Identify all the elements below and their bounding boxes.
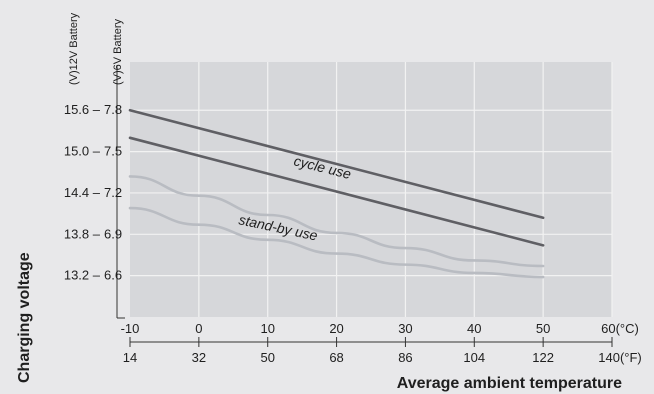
series-line-1 xyxy=(128,108,545,220)
y-axis-12v-label: (V)12V Battery xyxy=(68,12,80,85)
y-tick-label-6v: 7.8 xyxy=(104,102,122,117)
y-tick-label-12v: 13.8 – xyxy=(64,226,101,241)
y-tick-label-12v: 15.0 – xyxy=(64,144,101,159)
x-tick-label-celsius: 30 xyxy=(398,321,412,336)
x-tick-label-fahrenheit: 104 xyxy=(463,350,485,365)
y-axis-label: Charging voltage xyxy=(16,252,33,383)
x-tick-label-fahrenheit: 32 xyxy=(192,350,206,365)
y-tick-label-6v: 7.5 xyxy=(104,144,122,159)
series-line-3 xyxy=(128,175,545,268)
x-tick-label-fahrenheit: 122 xyxy=(532,350,554,365)
y-tick-label-12v: 14.4 – xyxy=(64,185,101,200)
y-tick-label-12v: 15.6 – xyxy=(64,102,101,117)
x-axis-label: Average ambient temperature xyxy=(397,375,622,392)
x-tick-label-fahrenheit: 14 xyxy=(123,350,137,365)
x-tick-label-celsius: -10 xyxy=(121,321,140,336)
x-tick-label-fahrenheit: 140(°F) xyxy=(598,350,642,365)
y-tick-label-12v: 13.2 – xyxy=(64,268,101,283)
x-tick-label-celsius: 50 xyxy=(536,321,550,336)
x-tick-label-fahrenheit: 68 xyxy=(329,350,343,365)
x-tick-label-celsius: 40 xyxy=(467,321,481,336)
grid-lines xyxy=(130,62,613,317)
x-tick-label-fahrenheit: 50 xyxy=(260,350,274,365)
x-tick-label-celsius: 10 xyxy=(260,321,274,336)
y-axis-6v-label: (V)6V Battery xyxy=(112,18,124,85)
y-tick-label-6v: 6.9 xyxy=(104,226,122,241)
series-line-2 xyxy=(128,136,545,247)
x-tick-label-celsius: 20 xyxy=(329,321,343,336)
series-line-4 xyxy=(128,206,545,279)
y-tick-label-6v: 7.2 xyxy=(104,185,122,200)
y-tick-label-6v: 6.6 xyxy=(104,268,122,283)
x-tick-label-celsius: 60(°C) xyxy=(601,321,639,336)
series-group xyxy=(128,108,545,279)
axes: 15.6 –7.8 15.0 –7.5 14.4 –7.2 13.8 –6.9 13.2… xyxy=(64,65,642,365)
x-tick-label-fahrenheit: 86 xyxy=(398,350,412,365)
x-tick-label-celsius: 0 xyxy=(195,321,202,336)
plot-area xyxy=(130,62,612,317)
